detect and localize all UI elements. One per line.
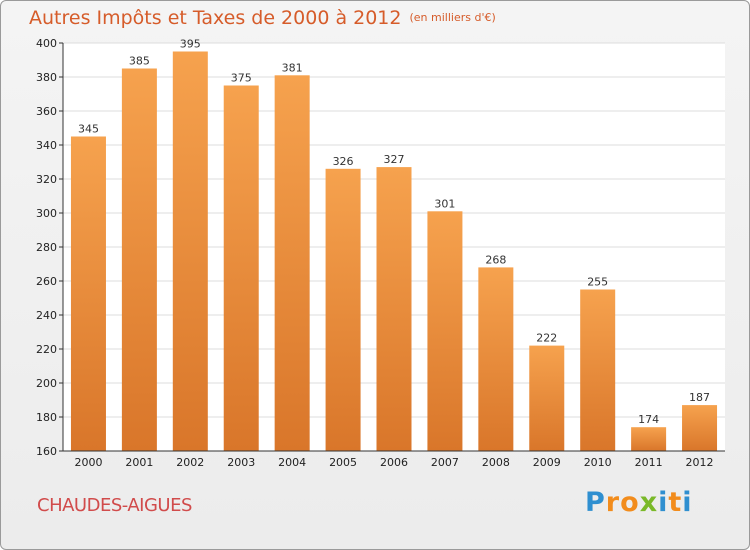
y-tick-label: 260 [36,275,57,288]
value-label: 222 [536,332,557,345]
y-tick-label: 160 [36,445,57,458]
x-tick-label: 2000 [74,456,102,469]
y-tick-label: 240 [36,309,57,322]
value-label: 395 [180,38,201,51]
x-tick-label: 2007 [431,456,459,469]
bar-2008 [478,267,514,451]
value-label: 375 [231,72,252,85]
chart-title-text: Autres Impôts et Taxes de 2000 à 2012 [29,7,402,29]
value-label: 268 [485,253,506,266]
logo-letter: t [668,487,683,518]
bar-2009 [529,345,565,451]
x-tick-label: 2004 [278,456,306,469]
value-label: 327 [384,153,405,166]
y-tick-label: 280 [36,241,57,254]
logo-letter: i [682,487,693,518]
value-label: 345 [78,123,99,136]
bar-2010 [580,289,616,451]
chart-title: Autres Impôts et Taxes de 2000 à 2012 (en… [29,7,496,29]
x-tick-label: 2009 [533,456,561,469]
x-tick-label: 2011 [635,456,663,469]
logo-letter: i [658,487,669,518]
bar-2012 [682,405,718,451]
logo-letter: P [585,487,606,518]
x-tick-label: 2005 [329,456,357,469]
bar-2003 [223,85,259,451]
bar-2000 [70,136,106,451]
bar-2007 [427,211,463,451]
y-tick-label: 380 [36,71,57,84]
bar-2011 [631,427,667,451]
y-tick-label: 320 [36,173,57,186]
bar-2004 [274,75,310,452]
y-tick-label: 180 [36,411,57,424]
y-tick-label: 360 [36,105,57,118]
x-tick-label: 2006 [380,456,408,469]
value-label: 255 [587,276,608,289]
y-tick-label: 400 [36,37,57,50]
bars: 345 385 395 375 381 326 327 301 268 222 255 174 187 [70,38,718,452]
value-label: 174 [638,413,659,426]
bar-2005 [325,168,361,452]
y-tick-label: 340 [36,139,57,152]
x-tick-label: 2010 [584,456,612,469]
bar-2002 [172,51,208,451]
commune-name: CHAUDES-AIGUES [37,495,192,516]
y-tick-label: 200 [36,377,57,390]
proxiti-logo[interactable]: Proxiti [585,487,693,518]
x-tick-label: 2003 [227,456,255,469]
logo-letter: x [639,487,659,518]
logo-letter: r [605,487,621,518]
x-tick-label: 2002 [176,456,204,469]
x-tick-label: 2012 [686,456,714,469]
x-tick-label: 2008 [482,456,510,469]
value-label: 381 [282,61,303,74]
value-label: 385 [129,55,150,68]
value-label: 301 [434,197,455,210]
y-tick-label: 220 [36,343,57,356]
chart-unit: (en milliers d'€) [409,11,496,24]
x-tick-label: 2001 [125,456,153,469]
axes: 160 180 200 220 240 260 280 300 320 340 360 380 400 2… [36,37,725,469]
bar-2001 [121,68,157,451]
y-tick-label: 300 [36,207,57,220]
value-label: 187 [689,391,710,404]
value-label: 326 [333,155,354,168]
logo-letter: o [620,487,640,518]
bar-2006 [376,167,412,451]
